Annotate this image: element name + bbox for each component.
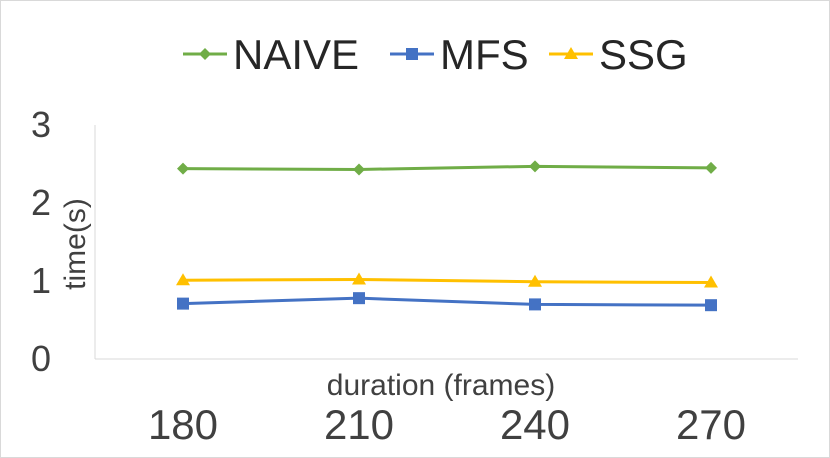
series-line-naive	[182, 164, 712, 171]
data-point-mfs	[353, 292, 365, 305]
legend-marker-ssg	[564, 47, 578, 59]
x-axis-label: duration (frames)	[327, 369, 555, 402]
y-axis-label: time(s)	[59, 198, 92, 290]
legend-label-naive: NAIVE	[233, 31, 359, 78]
y-tick-label-0: 0	[31, 338, 51, 379]
legend-item-naive: NAIVE	[183, 31, 359, 78]
y-tick-labels: 0 1 2 3	[31, 104, 51, 379]
x-tick-label-270: 270	[676, 401, 746, 448]
series-line-mfs	[182, 296, 712, 307]
legend-marker-mfs	[406, 48, 418, 60]
series-layer	[176, 160, 718, 312]
legend-item-ssg: SSG	[549, 31, 688, 78]
data-point-mfs	[705, 299, 717, 312]
data-point-naive	[177, 162, 189, 175]
legend-label-ssg: SSG	[599, 31, 688, 78]
data-point-ssg	[704, 275, 718, 288]
x-tick-label-210: 210	[324, 401, 394, 448]
y-tick-label-2: 2	[31, 182, 51, 223]
series-ssg	[176, 272, 718, 288]
y-tick-label-1: 1	[31, 260, 51, 301]
series-mfs	[177, 292, 717, 312]
legend-label-mfs: MFS	[440, 31, 529, 78]
data-point-ssg	[176, 273, 190, 286]
data-point-naive	[705, 161, 717, 174]
x-tick-label-240: 240	[500, 401, 570, 448]
data-point-ssg	[528, 274, 542, 287]
x-tick-labels: 180 210 240 270	[148, 401, 746, 448]
data-point-naive	[353, 163, 365, 176]
series-naive	[177, 160, 717, 176]
x-tick-label-180: 180	[148, 401, 218, 448]
data-point-ssg	[352, 272, 366, 285]
series-line-ssg	[182, 277, 712, 285]
legend: NAIVE MFS SSG	[183, 31, 688, 78]
data-point-mfs	[177, 297, 189, 310]
data-point-mfs	[529, 298, 541, 311]
data-point-naive	[529, 160, 541, 173]
legend-item-mfs: MFS	[390, 31, 529, 78]
legend-marker-naive	[199, 48, 211, 60]
y-tick-label-3: 3	[31, 104, 51, 145]
